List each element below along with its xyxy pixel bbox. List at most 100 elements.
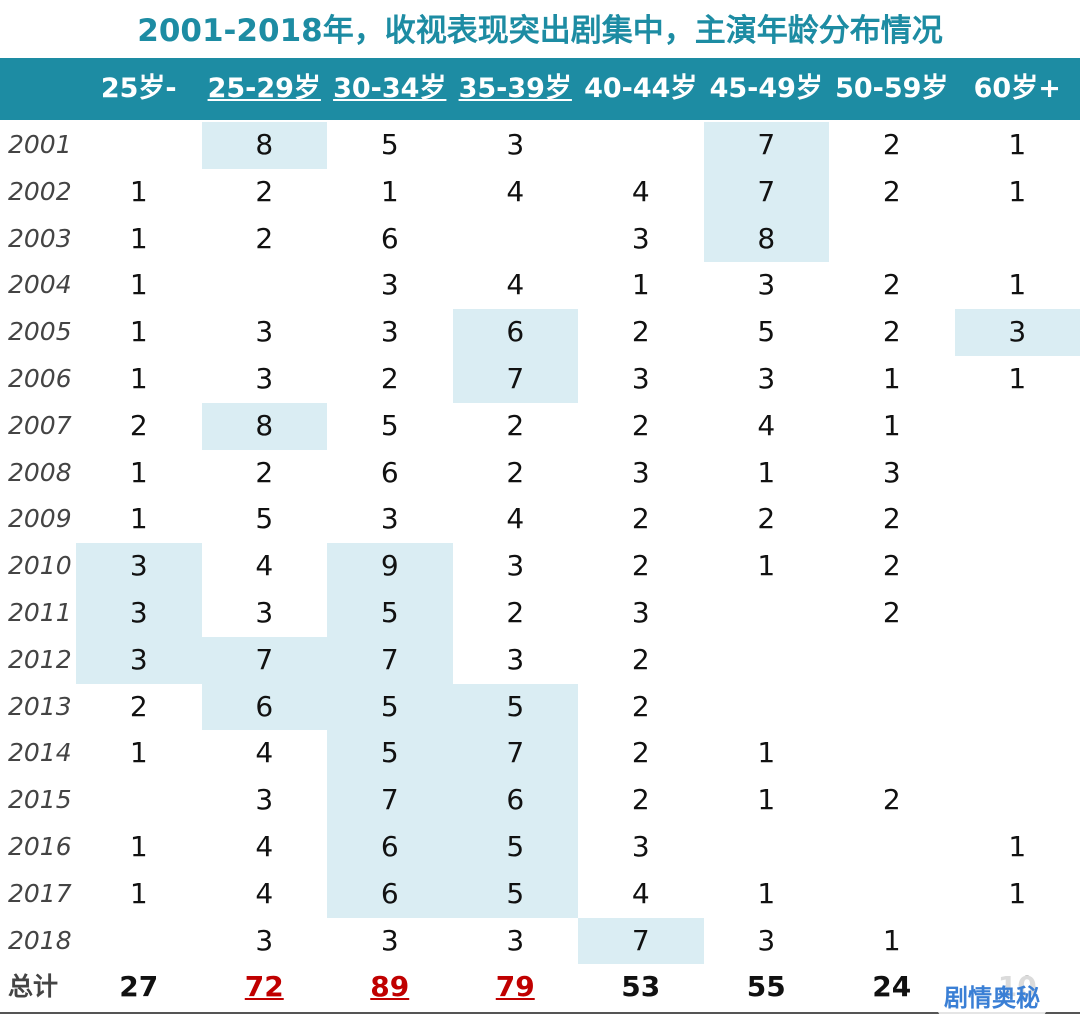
value-cell: 1: [380, 174, 399, 208]
value-cell: 2: [631, 736, 650, 770]
total-cell: 27: [119, 970, 159, 1004]
total-cell: 24: [872, 970, 912, 1004]
value-cell: 3: [506, 642, 525, 676]
total-cell: 72: [244, 970, 284, 1004]
value-cell: 1: [129, 221, 148, 255]
watermark: 剧情奥秘: [938, 976, 1046, 1015]
value-cell: 9: [327, 543, 453, 590]
value-cell: 2: [882, 783, 901, 817]
value-cell: 7: [327, 777, 453, 824]
row-year: 2009: [8, 504, 72, 534]
value-cell: 3: [76, 590, 202, 637]
bottom-rule: [0, 1012, 1080, 1014]
value-cell: 5: [255, 502, 274, 536]
value-cell: 6: [380, 455, 399, 489]
value-cell: 4: [255, 830, 274, 863]
row-year: 2013: [8, 691, 72, 721]
value-cell: 1: [129, 736, 148, 770]
value-cell: 3: [631, 221, 650, 255]
value-cell: 4: [255, 549, 274, 583]
column-header: 25-29岁: [207, 73, 321, 104]
value-cell: 4: [255, 876, 274, 910]
row-year: 2002: [8, 176, 72, 206]
row-year: 2017: [8, 878, 72, 908]
value-cell: 2: [631, 689, 650, 723]
value-cell: 2: [129, 689, 148, 723]
value-cell: 1: [1008, 362, 1027, 395]
value-cell: 1: [757, 455, 776, 489]
row-year: 2007: [8, 410, 72, 440]
value-cell: 1: [1008, 268, 1027, 302]
value-cell: 3: [757, 923, 776, 957]
value-cell: 2: [882, 128, 901, 161]
value-cell: 3: [631, 362, 650, 395]
total-label: 总计: [8, 972, 59, 1002]
row-year: 2012: [8, 644, 72, 674]
value-cell: 2: [506, 596, 525, 629]
value-cell: 3: [380, 502, 399, 536]
value-cell: 5: [452, 824, 578, 871]
value-cell: 6: [380, 221, 399, 255]
value-cell: 1: [129, 455, 148, 489]
value-cell: 1: [631, 268, 650, 302]
value-cell: 4: [255, 736, 274, 770]
value-cell: 3: [255, 783, 274, 817]
value-cell: 1: [129, 362, 148, 395]
value-cell: 4: [757, 408, 776, 442]
title: 2001-2018年，收视表现突出剧集中，主演年龄分布情况: [137, 13, 943, 49]
value-cell: 3: [631, 455, 650, 489]
value-cell: 3: [757, 362, 776, 395]
value-cell: 8: [201, 402, 327, 450]
value-cell: 1: [882, 923, 901, 957]
column-header: 30-34岁: [333, 73, 447, 104]
value-cell: 5: [757, 315, 776, 349]
value-cell: 5: [380, 128, 399, 161]
value-cell: 8: [703, 215, 829, 263]
value-cell: 1: [757, 549, 776, 583]
value-cell: 1: [882, 408, 901, 442]
row-year: 2006: [8, 364, 72, 393]
value-cell: 4: [631, 876, 650, 910]
value-cell: 7: [201, 636, 327, 684]
value-cell: 7: [327, 636, 453, 684]
row-year: 2015: [8, 785, 72, 815]
value-cell: 1: [129, 876, 148, 910]
row-year: 2001: [8, 130, 72, 159]
value-cell: 2: [380, 362, 399, 395]
value-cell: 2: [631, 642, 650, 676]
total-cell: 53: [621, 970, 661, 1004]
value-cell: 3: [76, 636, 202, 684]
value-cell: 7: [452, 356, 578, 403]
value-cell: 6: [327, 824, 453, 871]
value-cell: 1: [1008, 830, 1027, 863]
value-cell: 5: [452, 870, 578, 918]
value-cell: 7: [703, 122, 829, 169]
row-year: 2003: [8, 223, 72, 253]
value-cell: 2: [882, 596, 901, 629]
value-cell: 2: [631, 549, 650, 583]
value-cell: 3: [757, 268, 776, 302]
value-cell: 6: [452, 777, 578, 824]
value-cell: 5: [452, 683, 578, 731]
value-cell: 3: [882, 455, 901, 489]
row-year: 2005: [8, 317, 72, 347]
value-cell: 1: [129, 502, 148, 536]
value-cell: 5: [327, 730, 453, 778]
value-cell: 2: [882, 174, 901, 208]
value-cell: 4: [506, 502, 525, 536]
column-header: 25岁-: [100, 73, 177, 104]
value-cell: 7: [703, 168, 829, 216]
value-cell: 2: [506, 408, 525, 442]
value-cell: 2: [882, 549, 901, 583]
value-cell: 8: [201, 122, 327, 169]
column-header: 40-44岁: [584, 73, 698, 104]
value-cell: 3: [255, 923, 274, 957]
value-cell: 2: [129, 408, 148, 442]
column-header: 50-59岁: [835, 73, 949, 104]
column-header: 35-39岁: [458, 73, 572, 104]
value-cell: 1: [757, 736, 776, 770]
row-year: 2004: [8, 270, 72, 300]
value-cell: 4: [631, 174, 650, 208]
value-cell: 2: [255, 455, 274, 489]
